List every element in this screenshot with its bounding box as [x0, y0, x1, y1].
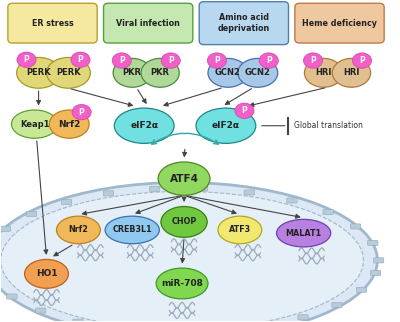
FancyBboxPatch shape: [103, 191, 114, 196]
Text: ATF3: ATF3: [229, 225, 251, 234]
Text: P: P: [168, 56, 174, 65]
FancyBboxPatch shape: [332, 302, 342, 308]
Text: P: P: [214, 56, 220, 65]
Circle shape: [235, 103, 254, 118]
Ellipse shape: [46, 57, 90, 88]
Ellipse shape: [158, 162, 210, 195]
Text: GCN2: GCN2: [245, 68, 271, 77]
FancyBboxPatch shape: [373, 258, 384, 263]
Text: HRI: HRI: [343, 68, 360, 77]
Text: PKR: PKR: [151, 68, 170, 77]
Text: P: P: [119, 56, 124, 65]
Text: ER stress: ER stress: [32, 19, 73, 28]
Circle shape: [207, 53, 226, 68]
FancyBboxPatch shape: [368, 240, 378, 245]
Text: MALAT1: MALAT1: [286, 229, 322, 238]
Ellipse shape: [1, 192, 364, 322]
Circle shape: [259, 53, 278, 68]
Ellipse shape: [304, 58, 343, 87]
Text: P: P: [24, 55, 29, 64]
FancyBboxPatch shape: [287, 198, 297, 203]
Circle shape: [304, 53, 323, 68]
FancyBboxPatch shape: [26, 211, 37, 216]
FancyBboxPatch shape: [370, 270, 381, 276]
FancyBboxPatch shape: [298, 315, 308, 320]
FancyBboxPatch shape: [61, 199, 72, 204]
FancyBboxPatch shape: [323, 210, 333, 214]
Text: eIF2α: eIF2α: [130, 121, 158, 130]
Circle shape: [161, 53, 180, 68]
Ellipse shape: [49, 110, 89, 138]
Ellipse shape: [0, 183, 377, 322]
Ellipse shape: [113, 58, 151, 87]
Text: Nrf2: Nrf2: [68, 225, 88, 234]
FancyBboxPatch shape: [356, 287, 367, 292]
FancyBboxPatch shape: [350, 224, 361, 229]
Text: P: P: [79, 108, 84, 117]
Circle shape: [72, 104, 91, 120]
FancyBboxPatch shape: [36, 308, 46, 313]
Text: Global translation: Global translation: [294, 121, 362, 130]
Ellipse shape: [141, 58, 179, 87]
Text: P: P: [78, 55, 83, 64]
Text: P: P: [242, 106, 247, 115]
Ellipse shape: [156, 268, 208, 299]
Ellipse shape: [218, 216, 262, 244]
FancyBboxPatch shape: [73, 319, 83, 322]
Text: Heme deficiency: Heme deficiency: [302, 19, 377, 28]
Ellipse shape: [332, 58, 371, 87]
FancyBboxPatch shape: [295, 3, 384, 43]
Circle shape: [352, 53, 372, 68]
Text: eIF2α: eIF2α: [212, 121, 240, 130]
Text: CREB3L1: CREB3L1: [112, 225, 152, 234]
FancyBboxPatch shape: [0, 226, 11, 231]
Ellipse shape: [25, 260, 68, 288]
Text: P: P: [266, 56, 272, 65]
FancyBboxPatch shape: [8, 3, 97, 43]
Ellipse shape: [56, 216, 100, 244]
Ellipse shape: [276, 219, 331, 247]
Text: P: P: [359, 56, 365, 65]
FancyBboxPatch shape: [198, 186, 208, 191]
Text: PERK: PERK: [26, 68, 51, 77]
Circle shape: [71, 52, 90, 67]
FancyBboxPatch shape: [104, 3, 193, 43]
Ellipse shape: [17, 57, 60, 88]
Text: P: P: [310, 56, 316, 65]
FancyBboxPatch shape: [150, 186, 160, 191]
Text: PERK: PERK: [56, 68, 81, 77]
Text: Keap1: Keap1: [20, 120, 49, 128]
Text: HRI: HRI: [315, 68, 332, 77]
FancyBboxPatch shape: [199, 2, 288, 45]
Text: ATF4: ATF4: [170, 174, 198, 184]
Circle shape: [17, 52, 36, 67]
Ellipse shape: [105, 216, 159, 244]
FancyBboxPatch shape: [244, 190, 254, 195]
FancyBboxPatch shape: [7, 294, 17, 299]
Text: CHOP: CHOP: [172, 217, 197, 226]
Ellipse shape: [196, 108, 256, 143]
Text: HO1: HO1: [36, 270, 57, 278]
Ellipse shape: [161, 206, 207, 237]
Ellipse shape: [208, 58, 248, 87]
Ellipse shape: [114, 108, 174, 143]
Text: GCN2: GCN2: [215, 68, 241, 77]
Circle shape: [112, 53, 131, 68]
Text: PKR: PKR: [123, 68, 142, 77]
Ellipse shape: [12, 110, 58, 138]
Text: Nrf2: Nrf2: [58, 120, 80, 128]
Text: Amino acid
deprivation: Amino acid deprivation: [218, 14, 270, 33]
Text: Viral infection: Viral infection: [116, 19, 180, 28]
Text: miR-708: miR-708: [161, 279, 203, 288]
Ellipse shape: [238, 58, 278, 87]
